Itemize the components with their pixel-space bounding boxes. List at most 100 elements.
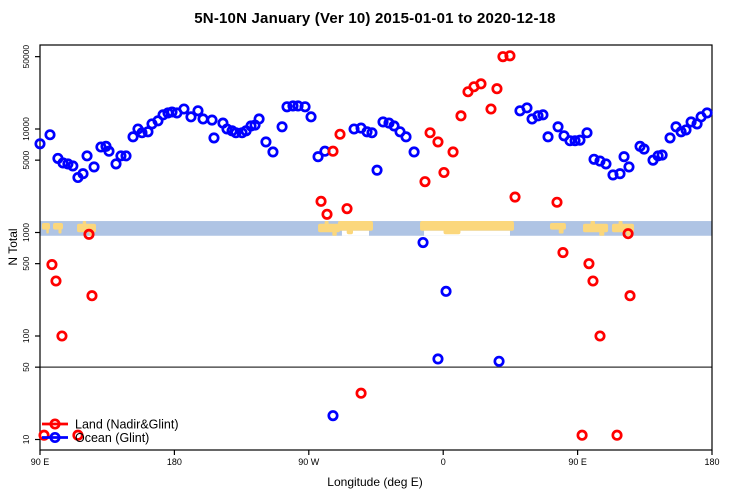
land-patch bbox=[590, 221, 596, 227]
data-point bbox=[581, 127, 593, 139]
data-point bbox=[685, 116, 697, 128]
land-patch bbox=[337, 221, 374, 231]
data-point bbox=[120, 150, 132, 162]
data-point bbox=[388, 120, 400, 132]
y-tick-label: 50 bbox=[21, 362, 31, 372]
land-patch bbox=[332, 228, 337, 236]
data-point bbox=[166, 106, 178, 118]
data-point bbox=[557, 247, 569, 259]
data-point bbox=[276, 121, 288, 133]
land-patch bbox=[58, 229, 62, 234]
data-point bbox=[38, 429, 50, 441]
legend-key-marker bbox=[49, 418, 61, 430]
data-point bbox=[312, 151, 324, 163]
land-patch-coastline bbox=[341, 230, 370, 236]
data-point bbox=[267, 146, 279, 158]
data-point bbox=[576, 429, 588, 441]
data-point bbox=[192, 105, 204, 117]
data-point bbox=[81, 150, 93, 162]
land-patch-coastline bbox=[424, 230, 510, 236]
data-point bbox=[56, 330, 68, 342]
data-point bbox=[432, 136, 444, 148]
data-point bbox=[95, 141, 107, 153]
data-point bbox=[419, 176, 431, 188]
data-point bbox=[327, 410, 339, 422]
x-tick-label: 0 bbox=[441, 457, 446, 467]
x-tick-label: 180 bbox=[704, 457, 719, 467]
legend-label: Land (Nadir&Glint) bbox=[75, 418, 179, 432]
data-point bbox=[552, 121, 564, 133]
land-patch bbox=[324, 221, 329, 227]
data-point bbox=[299, 101, 311, 113]
data-point bbox=[624, 290, 636, 302]
data-point bbox=[569, 135, 581, 147]
data-point bbox=[86, 290, 98, 302]
data-point bbox=[587, 275, 599, 287]
data-point bbox=[208, 132, 220, 144]
data-point bbox=[638, 143, 650, 155]
land-patch bbox=[582, 223, 609, 233]
data-point bbox=[46, 259, 58, 271]
data-point bbox=[50, 275, 62, 287]
data-point bbox=[623, 161, 635, 173]
data-point bbox=[532, 110, 544, 122]
data-point bbox=[611, 429, 623, 441]
data-point bbox=[551, 196, 563, 208]
data-point bbox=[504, 50, 516, 62]
data-point bbox=[110, 158, 122, 170]
data-point bbox=[656, 149, 668, 161]
data-point bbox=[206, 114, 218, 126]
data-point bbox=[327, 145, 339, 157]
data-point bbox=[400, 131, 412, 143]
land-patch bbox=[599, 228, 605, 236]
data-point bbox=[127, 131, 139, 143]
data-point bbox=[305, 111, 317, 123]
data-point bbox=[77, 168, 89, 180]
x-tick-label: 180 bbox=[167, 457, 182, 467]
land-patch bbox=[82, 221, 87, 227]
data-point bbox=[103, 145, 115, 157]
data-point bbox=[88, 161, 100, 173]
data-point bbox=[491, 83, 503, 95]
data-point bbox=[509, 191, 521, 203]
land-patch bbox=[52, 223, 63, 230]
map-band-ocean bbox=[40, 221, 712, 236]
x-axis-label: Longitude (deg E) bbox=[327, 475, 423, 489]
data-point bbox=[44, 129, 56, 141]
data-point bbox=[34, 138, 46, 150]
y-tick-label: 10000 bbox=[21, 117, 31, 141]
y-tick-label: 100 bbox=[21, 329, 31, 343]
data-point bbox=[136, 127, 148, 139]
data-point bbox=[178, 103, 190, 115]
data-point bbox=[260, 136, 272, 148]
y-tick-label: 10 bbox=[21, 435, 31, 445]
data-point bbox=[67, 160, 79, 172]
data-point bbox=[371, 164, 383, 176]
data-point bbox=[221, 123, 233, 135]
y-tick-label: 500 bbox=[21, 256, 31, 270]
data-point bbox=[583, 258, 595, 270]
data-point bbox=[542, 131, 554, 143]
data-point bbox=[588, 153, 600, 165]
y-tick-label: 5000 bbox=[21, 150, 31, 169]
data-point bbox=[521, 102, 533, 114]
land-patch bbox=[46, 229, 49, 234]
x-tick-label: 90 W bbox=[298, 457, 320, 467]
data-point bbox=[366, 127, 378, 139]
data-point bbox=[664, 132, 676, 144]
data-point bbox=[447, 146, 459, 158]
data-point bbox=[475, 78, 487, 90]
data-point bbox=[230, 127, 242, 139]
data-point bbox=[701, 107, 713, 119]
land-patch bbox=[558, 229, 564, 234]
land-patch bbox=[346, 229, 354, 235]
data-point bbox=[424, 127, 436, 139]
data-point bbox=[83, 228, 95, 240]
chart-title: 5N-10N January (Ver 10) 2015-01-01 to 20… bbox=[194, 10, 556, 27]
data-point bbox=[341, 203, 353, 215]
data-point bbox=[618, 151, 630, 163]
data-point bbox=[493, 355, 505, 367]
data-point bbox=[622, 228, 634, 240]
